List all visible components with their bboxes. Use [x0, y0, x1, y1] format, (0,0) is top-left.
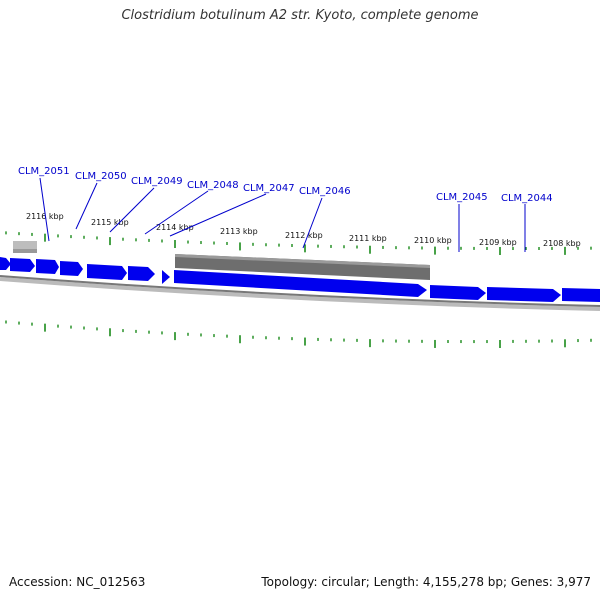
gene-label[interactable]: CLM_2048 — [187, 180, 239, 191]
label-leader-line — [109, 187, 155, 233]
label-leader-line — [302, 197, 323, 249]
gene-labels: CLM_2051 CLM_2050 CLM_2049 CLM_2048 CLM_… — [18, 166, 553, 204]
gene-arrow — [36, 259, 59, 274]
kbp-label: 2112 kbp — [285, 231, 323, 240]
gene-label[interactable]: CLM_2049 — [131, 176, 183, 187]
gene-label[interactable]: CLM_2046 — [299, 186, 351, 197]
label-leader-line — [169, 193, 267, 237]
gene-arrow — [562, 288, 600, 302]
gene-arrow — [0, 257, 11, 270]
label-leader-line — [75, 182, 98, 230]
label-leader-line — [144, 190, 209, 235]
gene-arrow — [174, 270, 427, 297]
kbp-label: 2116 kbp — [26, 212, 64, 221]
gene-label[interactable]: CLM_2044 — [501, 193, 553, 204]
gene-label[interactable]: CLM_2047 — [243, 183, 295, 194]
genome-backbone-shadow — [0, 277, 600, 311]
kbp-labels: 2116 kbp 2115 kbp 2114 kbp 2113 kbp 2112… — [26, 212, 581, 248]
genome-backbone — [0, 275, 600, 307]
upper-tick-row — [5, 231, 592, 255]
feature-band-large — [175, 254, 430, 280]
feature-band-small — [13, 241, 37, 251]
gene-label[interactable]: CLM_2045 — [436, 192, 488, 203]
accession-text: Accession: NC_012563 — [9, 575, 146, 589]
label-leader-line — [39, 177, 50, 242]
kbp-label: 2111 kbp — [349, 234, 387, 243]
kbp-label: 2109 kbp — [479, 238, 517, 247]
forward-genes — [0, 257, 600, 302]
feature-band-small-shade — [13, 249, 37, 253]
lower-tick-row — [5, 320, 592, 348]
gene-label[interactable]: CLM_2051 — [18, 166, 70, 177]
kbp-label: 2113 kbp — [220, 227, 258, 236]
gene-arrow — [487, 287, 561, 302]
gene-arrow — [60, 261, 83, 276]
gene-arrow — [128, 266, 155, 281]
gene-arrow — [162, 270, 170, 284]
kbp-label: 2115 kbp — [91, 218, 129, 227]
kbp-label: 2110 kbp — [414, 236, 452, 245]
feature-band-large-top — [175, 254, 430, 268]
gene-arrow — [87, 264, 127, 280]
genome-summary-text: Topology: circular; Length: 4,155,278 bp… — [261, 575, 591, 589]
gene-arrow — [10, 258, 35, 272]
gene-label-lines — [39, 177, 526, 252]
kbp-label: 2114 kbp — [156, 223, 194, 232]
gene-arrow — [430, 285, 486, 300]
map-title: Clostridium botulinum A2 str. Kyoto, com… — [121, 8, 479, 23]
kbp-label: 2108 kbp — [543, 239, 581, 248]
gene-label[interactable]: CLM_2050 — [75, 171, 127, 182]
